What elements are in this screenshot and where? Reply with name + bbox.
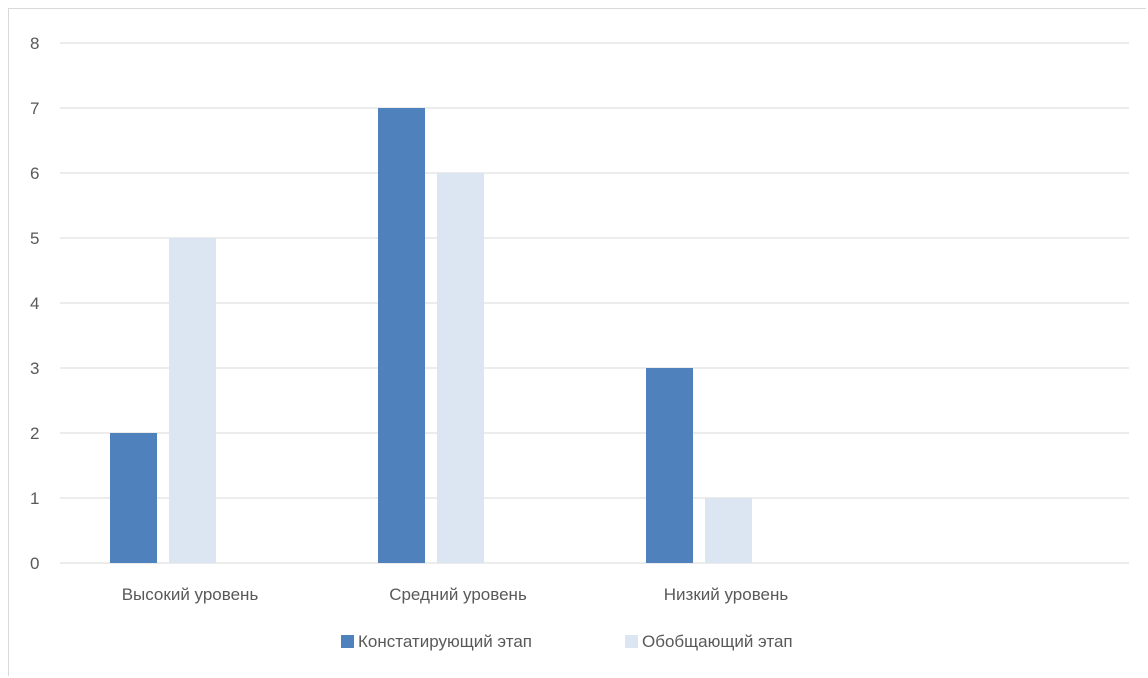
legend-label-series1: Констатирующий этап (358, 632, 532, 651)
y-tick-label: 6 (30, 164, 39, 183)
legend-swatch-series1 (341, 635, 354, 648)
bar-series1-cat1[interactable] (110, 433, 157, 563)
y-tick-label: 0 (30, 554, 39, 573)
bars (110, 108, 752, 563)
chart-frame (8, 8, 1146, 676)
bar-series2-cat3[interactable] (705, 498, 752, 563)
y-tick-label: 8 (30, 34, 39, 53)
bar-series1-cat3[interactable] (646, 368, 693, 563)
legend-label-series2: Обобщающий этап (642, 632, 793, 651)
legend: Констатирующий этап Обобщающий этап (341, 632, 793, 651)
bar-series1-cat2[interactable] (378, 108, 425, 563)
x-axis-tick-labels: Высокий уровень Средний уровень Низкий уро… (122, 585, 789, 604)
x-tick-label: Высокий уровень (122, 585, 259, 604)
x-tick-label: Средний уровень (389, 585, 527, 604)
y-tick-label: 7 (30, 99, 39, 118)
y-tick-label: 2 (30, 424, 39, 443)
legend-swatch-series2 (625, 635, 638, 648)
bar-series2-cat1[interactable] (169, 238, 216, 563)
y-tick-label: 3 (30, 359, 39, 378)
y-tick-label: 5 (30, 229, 39, 248)
x-tick-label: Низкий уровень (664, 585, 789, 604)
bar-series2-cat2[interactable] (437, 173, 484, 563)
gridlines (60, 42, 1129, 564)
y-tick-label: 4 (30, 294, 39, 313)
y-axis-tick-labels: 0 1 2 3 4 5 6 7 8 (30, 34, 39, 573)
y-tick-label: 1 (30, 489, 39, 508)
